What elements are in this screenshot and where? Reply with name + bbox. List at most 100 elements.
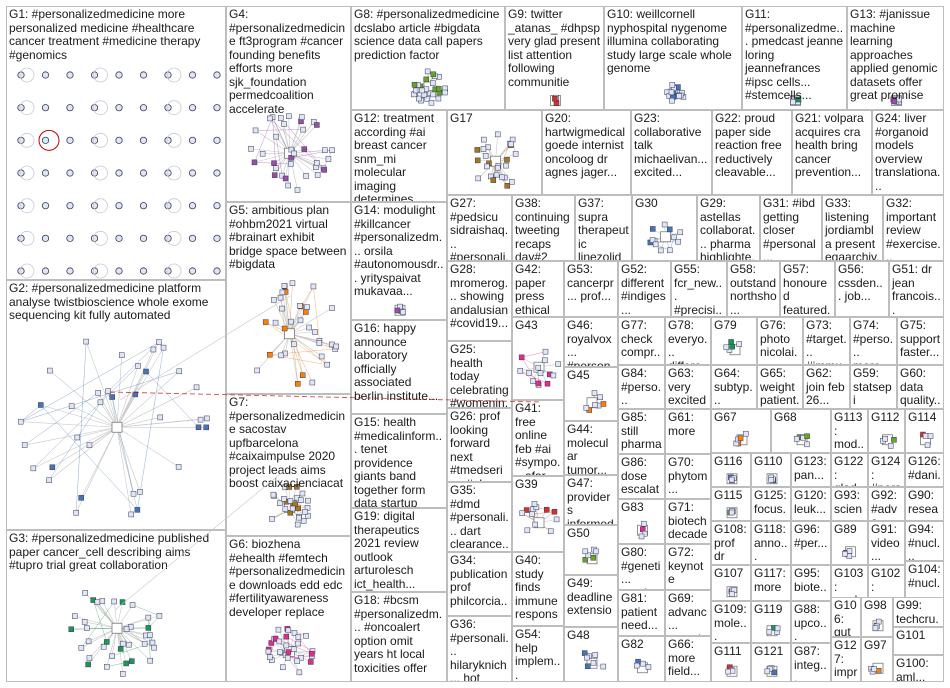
network-node bbox=[135, 363, 141, 369]
network-node bbox=[550, 372, 557, 379]
group-network-g66 bbox=[666, 637, 710, 681]
network-node bbox=[279, 172, 285, 179]
network-node bbox=[542, 348, 549, 355]
group-cell-g8: G8: #personalizedmedicine dcslabo articl… bbox=[351, 6, 505, 110]
group-cell-g117: G117: more bbox=[751, 565, 791, 601]
network-node bbox=[290, 646, 297, 653]
group-network-g43 bbox=[517, 348, 561, 388]
network-node bbox=[795, 96, 802, 103]
network-node bbox=[203, 424, 209, 431]
group-network-g74 bbox=[851, 318, 896, 364]
group-cell-g56: G56: cssden... job... bbox=[835, 261, 889, 317]
group-cell-g120: G120: leuk... bbox=[791, 487, 831, 521]
group-network-g75 bbox=[898, 318, 943, 364]
network-node bbox=[509, 179, 515, 185]
network-node bbox=[147, 632, 153, 638]
group-network-g12 bbox=[352, 111, 446, 201]
group-network-g127 bbox=[832, 638, 860, 681]
group-cell-g15: G15: health #medicalinform... tenet prov… bbox=[351, 414, 447, 508]
network-node bbox=[555, 361, 561, 367]
group-network-g45 bbox=[583, 390, 607, 413]
network-node bbox=[288, 155, 294, 161]
network-node bbox=[115, 267, 123, 275]
group-network-g27 bbox=[448, 196, 511, 260]
network-node bbox=[273, 133, 279, 140]
network-node bbox=[278, 352, 284, 359]
network-node bbox=[139, 234, 148, 242]
group-cell-g75: G75: support faster... bbox=[897, 317, 944, 365]
network-node bbox=[289, 505, 296, 512]
group-cell-g82: G82 bbox=[618, 636, 665, 682]
network-node bbox=[164, 202, 172, 210]
network-node bbox=[271, 172, 278, 178]
network-node bbox=[537, 370, 544, 376]
network-node bbox=[640, 660, 646, 667]
network-node bbox=[300, 518, 307, 524]
network-node bbox=[149, 639, 156, 646]
network-node bbox=[143, 368, 149, 375]
network-node bbox=[302, 509, 308, 515]
group-cell-g55: G55: fcr_new... #precisi... bbox=[671, 261, 727, 317]
group-network-g108 bbox=[712, 522, 750, 564]
group-network-g114 bbox=[920, 431, 934, 449]
network-node bbox=[17, 71, 25, 79]
network-node bbox=[922, 433, 929, 439]
group-cell-g97: G97 bbox=[861, 637, 893, 682]
network-node bbox=[129, 658, 135, 664]
network-node bbox=[83, 338, 89, 345]
network-node bbox=[41, 234, 50, 242]
group-network-g6 bbox=[265, 626, 316, 676]
group-cell-g125: G125: focus... bbox=[751, 487, 791, 521]
group-network-g77 bbox=[619, 318, 664, 364]
group-network-g52 bbox=[619, 262, 670, 316]
group-network-g49 bbox=[565, 576, 617, 626]
group-cell-g122: G122: glad... bbox=[831, 453, 868, 487]
group-network-g64 bbox=[712, 366, 756, 408]
group-network-g33 bbox=[823, 196, 882, 260]
network-node bbox=[164, 234, 172, 242]
network-node bbox=[251, 159, 258, 166]
group-network-g34 bbox=[448, 553, 511, 615]
group-cell-g49: G49: deadline extensio... bbox=[564, 575, 618, 627]
network-node bbox=[111, 598, 118, 605]
group-cell-g14: G14: modulight #killcancer #personalized… bbox=[351, 202, 447, 320]
network-node bbox=[109, 394, 115, 400]
network-node bbox=[164, 104, 172, 112]
group-network-g121 bbox=[764, 665, 778, 677]
group-network-g11 bbox=[789, 95, 802, 106]
network-node bbox=[667, 226, 673, 233]
group-cell-g65: G65: weight patient... bbox=[757, 365, 803, 409]
network-node bbox=[197, 416, 204, 423]
network-node bbox=[298, 655, 304, 661]
network-node bbox=[265, 648, 272, 655]
network-node bbox=[291, 150, 297, 157]
network-node bbox=[115, 136, 123, 144]
group-cell-g100: G100: aml... bbox=[893, 655, 944, 682]
group-network-g109 bbox=[712, 602, 750, 642]
network-node bbox=[104, 663, 110, 670]
group-network-g30 bbox=[647, 221, 684, 254]
network-node bbox=[846, 548, 853, 554]
network-node bbox=[875, 618, 882, 625]
network-node bbox=[676, 93, 682, 99]
network-node bbox=[310, 119, 317, 125]
group-network-g36 bbox=[448, 617, 511, 681]
group-cell-g62: G62: join feb 26... bbox=[803, 365, 850, 409]
network-node bbox=[309, 379, 316, 386]
group-network-g89 bbox=[842, 546, 856, 559]
network-node bbox=[308, 659, 314, 665]
network-node bbox=[90, 71, 99, 79]
group-network-g71 bbox=[666, 500, 710, 543]
group-cell-g87: G87: integ... bbox=[791, 643, 831, 682]
network-node bbox=[78, 495, 84, 501]
network-node bbox=[134, 507, 141, 513]
group-cell-g25: G25: health today celebrating #womenin..… bbox=[447, 341, 512, 408]
group-cell-g107: G107 bbox=[711, 565, 751, 601]
group-network-g17 bbox=[474, 131, 519, 189]
group-network-g106 bbox=[832, 598, 860, 636]
network-node bbox=[423, 76, 429, 83]
network-hub-node bbox=[660, 231, 671, 243]
network-node bbox=[176, 368, 183, 375]
network-node bbox=[286, 484, 292, 490]
